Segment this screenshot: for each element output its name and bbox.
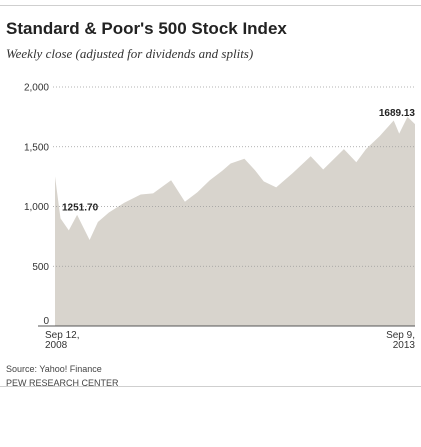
y-tick-label-0: 0: [43, 316, 49, 327]
organization-credit: PEW RESEARCH CENTER: [6, 378, 119, 388]
y-tick-label-1000: 1,000: [24, 202, 49, 213]
index-area: [55, 116, 415, 327]
x-start-label-0: Sep 12,: [45, 330, 79, 341]
x-end-label-1: 2013: [393, 340, 416, 351]
x-end-label-0: Sep 9,: [386, 330, 415, 341]
chart-title: Standard & Poor's 500 Stock Index: [6, 19, 287, 38]
top-rule: [0, 5, 421, 6]
x-start-label-1: 2008: [45, 340, 68, 351]
source-note: Source: Yahoo! Finance: [6, 364, 102, 374]
annotation-end-value: 1689.13: [379, 108, 416, 119]
y-tick-label-500: 500: [32, 262, 49, 273]
bottom-rule: [0, 386, 421, 387]
y-tick-label-1500: 1,500: [24, 142, 49, 153]
annotation-start-value: 1251.70: [62, 202, 99, 213]
y-tick-label-2000: 2,000: [24, 83, 49, 94]
chart-subtitle: Weekly close (adjusted for dividends and…: [6, 46, 254, 61]
